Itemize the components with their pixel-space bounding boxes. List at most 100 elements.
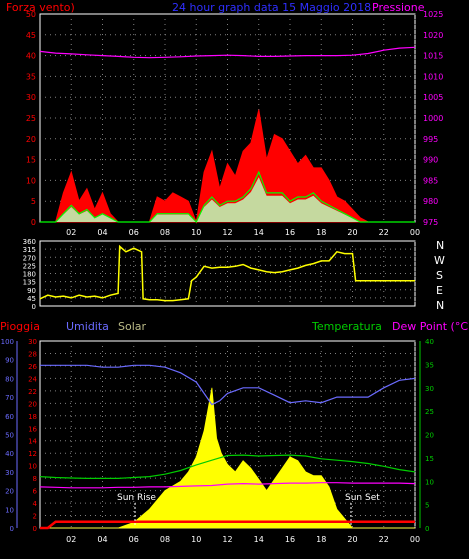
pressure-tick-label: 1015 <box>423 52 443 61</box>
temperature-tick-label: 25 <box>425 408 434 416</box>
x-tick-label: 16 <box>285 535 295 544</box>
direction-tick-label: 360 <box>23 238 36 246</box>
panel3-temperature-ticks: 0 5 10 15 20 25 30 35 40 <box>419 338 434 533</box>
dewpoint-line <box>39 482 416 489</box>
temperature-tick-label: 5 <box>425 502 429 510</box>
x-tick-label: 04 <box>97 535 107 544</box>
pressure-tick-label: 1010 <box>423 72 443 81</box>
rain-tick-label: 28 <box>28 350 37 358</box>
panel1-right-ticks: 975 980 985 990 995 1000 1005 1010 1015 1020 1025 <box>423 10 443 227</box>
x-tick-label: 02 <box>66 228 76 237</box>
pressure-line <box>39 46 416 59</box>
gust-area <box>40 109 415 224</box>
rain-tick-label: 10 <box>28 463 37 471</box>
humidity-tick-label: 70 <box>5 394 14 402</box>
humidity-line <box>40 364 416 406</box>
x-tick-label: 18 <box>316 228 326 237</box>
panel1-left-ticks: 0 5 10 15 20 25 30 35 40 45 50 <box>26 10 36 227</box>
temperature-tick-label: 30 <box>425 385 434 393</box>
humidity-tick-label: 20 <box>5 488 14 496</box>
x-tick-label: 20 <box>347 228 357 237</box>
panel2-grid <box>40 241 416 306</box>
x-tick-label: 00 <box>410 228 420 237</box>
direction-tick-label: 45 <box>27 295 36 303</box>
temperature-tick-label: 35 <box>425 361 434 369</box>
direction-tick-label: 180 <box>23 271 36 279</box>
direction-tick-label: 0 <box>32 303 36 311</box>
wind-tick-label: 20 <box>26 135 36 144</box>
x-tick-label: 12 <box>222 535 232 544</box>
x-tick-label: 14 <box>254 228 264 237</box>
humidity-tick-label: 10 <box>5 506 14 514</box>
direction-tick-label: 225 <box>23 262 36 270</box>
pressure-tick-label: 995 <box>423 135 438 144</box>
direction-tick-label: 315 <box>23 246 36 254</box>
pressure-tick-label: 980 <box>423 197 438 206</box>
compass-s: S <box>436 269 443 282</box>
x-tick-label: 14 <box>254 535 264 544</box>
rain-tick-label: 20 <box>28 400 37 408</box>
rain-tick-label: 26 <box>28 363 37 371</box>
pressure-tick-label: 985 <box>423 176 438 185</box>
rain-line <box>40 520 415 530</box>
x-tick-label: 06 <box>129 535 139 544</box>
direction-tick-label: 135 <box>23 279 36 287</box>
pressure-tick-label: 1005 <box>423 93 443 102</box>
rain-tick-label: 6 <box>33 488 38 496</box>
temperature-line <box>39 454 416 479</box>
panel3-humidity-ticks: 0 10 20 30 40 50 60 70 80 90 100 <box>1 338 18 533</box>
x-tick-label: 10 <box>191 535 201 544</box>
rain-tick-label: 30 <box>28 338 37 346</box>
x-tick-label: 18 <box>316 535 326 544</box>
rain-tick-label: 22 <box>28 388 37 396</box>
panel1-series <box>39 46 416 224</box>
rain-tick-label: 0 <box>33 525 37 533</box>
x-tick-label: 22 <box>379 228 389 237</box>
humidity-tick-label: 30 <box>5 469 14 477</box>
humidity-tick-label: 60 <box>5 413 14 421</box>
compass-n-bottom: N <box>436 299 444 312</box>
x-tick-label: 20 <box>347 535 357 544</box>
wind-axis-title: Forza vento) <box>6 1 75 14</box>
x-tick-label: 08 <box>160 535 170 544</box>
humidity-label: Umidita <box>66 320 109 333</box>
compass-w: W <box>434 254 445 267</box>
x-tick-label: 10 <box>191 228 201 237</box>
rain-tick-label: 12 <box>28 450 37 458</box>
solar-area <box>40 387 415 529</box>
x-tick-label: 16 <box>285 228 295 237</box>
rain-tick-label: 4 <box>33 500 38 508</box>
humidity-tick-label: 40 <box>5 450 14 458</box>
compass-e: E <box>436 284 443 297</box>
temperature-tick-label: 10 <box>425 478 434 486</box>
wind-direction-line <box>39 244 415 302</box>
wind-tick-label: 0 <box>31 218 36 227</box>
pressure-tick-label: 1025 <box>423 10 443 19</box>
direction-tick-label: 270 <box>23 254 36 262</box>
temperature-tick-label: 15 <box>425 455 434 463</box>
solar-label: Solar <box>118 320 147 333</box>
x-tick-label: 06 <box>129 228 139 237</box>
rain-tick-label: 24 <box>28 375 37 383</box>
wind-tick-label: 15 <box>26 156 36 165</box>
rain-tick-label: 8 <box>33 475 37 483</box>
pressure-tick-label: 1020 <box>423 31 443 40</box>
pressure-tick-label: 1000 <box>423 114 443 123</box>
x-tick-label: 12 <box>222 228 232 237</box>
direction-tick-label: 90 <box>27 287 36 295</box>
rain-tick-label: 16 <box>28 425 37 433</box>
rain-label: Pioggia <box>0 320 40 333</box>
wind-tick-label: 25 <box>26 114 36 123</box>
sun-rise-label: Sun Rise <box>117 493 156 503</box>
humidity-tick-label: 90 <box>5 357 14 365</box>
temperature-tick-label: 0 <box>425 525 429 533</box>
panel3-series <box>39 364 416 530</box>
rain-tick-label: 14 <box>28 438 37 446</box>
wind-tick-label: 5 <box>31 197 36 206</box>
pressure-tick-label: 990 <box>423 156 438 165</box>
